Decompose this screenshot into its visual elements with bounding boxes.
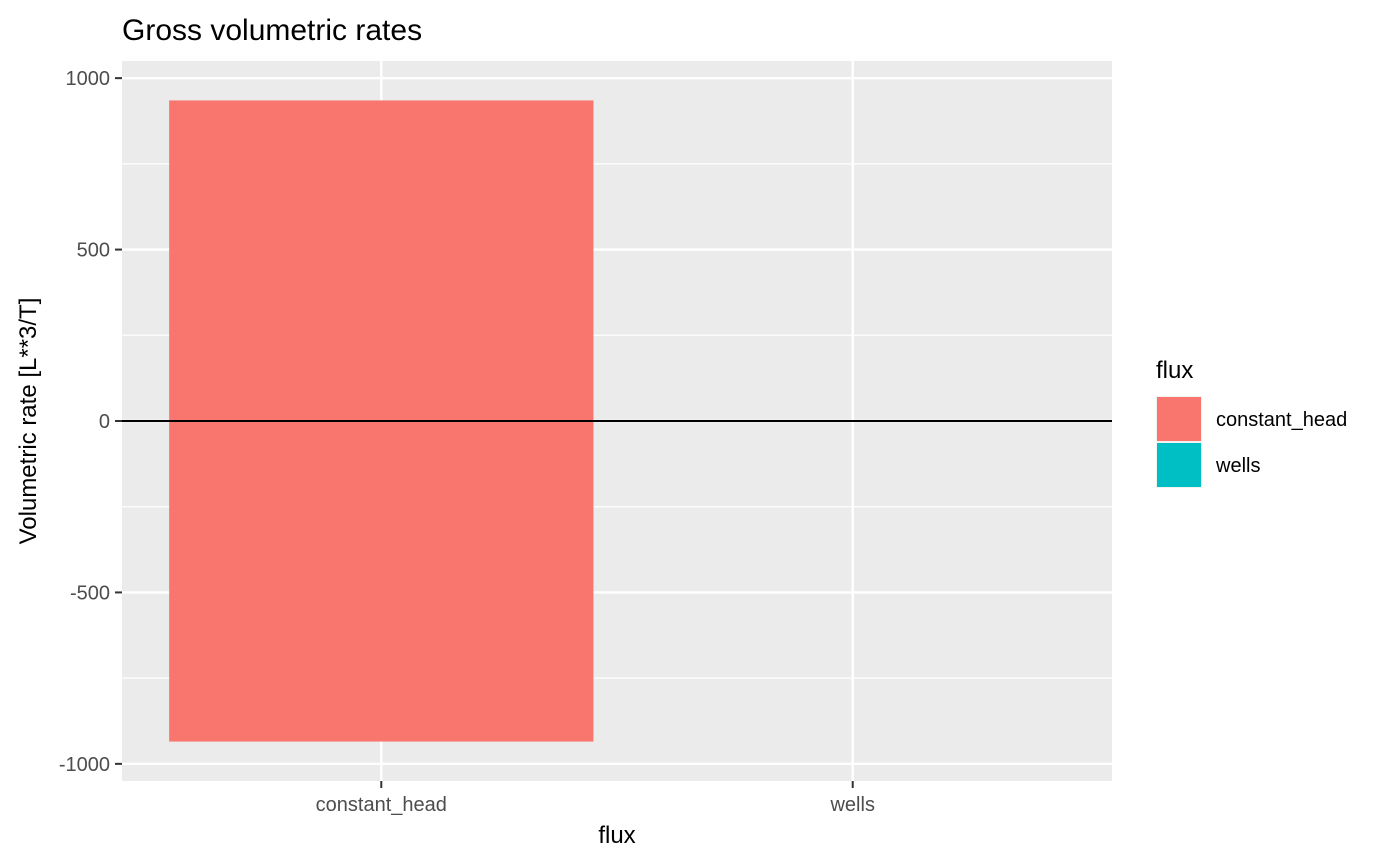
y-tick-label: 1000 — [66, 68, 111, 90]
y-tick-label: -1000 — [59, 754, 110, 776]
legend-label-constant_head: constant_head — [1216, 409, 1347, 431]
y-axis-title: Volumetric rate [L**3/T] — [15, 298, 42, 545]
legend-swatch-constant_head — [1157, 397, 1201, 441]
legend-swatch-wells — [1157, 443, 1201, 487]
x-axis-title: flux — [598, 822, 635, 849]
chart-title: Gross volumetric rates — [122, 14, 422, 47]
legend-label-wells: wells — [1215, 455, 1260, 477]
bar-constant_head-negative — [169, 421, 594, 742]
x-axis: constant_head wells — [316, 781, 875, 816]
y-tick-label: -500 — [70, 582, 110, 604]
legend-title: flux — [1156, 357, 1193, 384]
x-tick-label: constant_head — [316, 794, 447, 816]
bars-group — [169, 100, 1065, 742]
bar-constant_head-positive — [169, 100, 594, 421]
y-tick-label: 0 — [99, 411, 110, 433]
x-tick-label: wells — [829, 794, 874, 816]
y-axis: 1000 500 0 -500 -1000 — [59, 68, 122, 776]
y-tick-label: 500 — [77, 240, 110, 262]
